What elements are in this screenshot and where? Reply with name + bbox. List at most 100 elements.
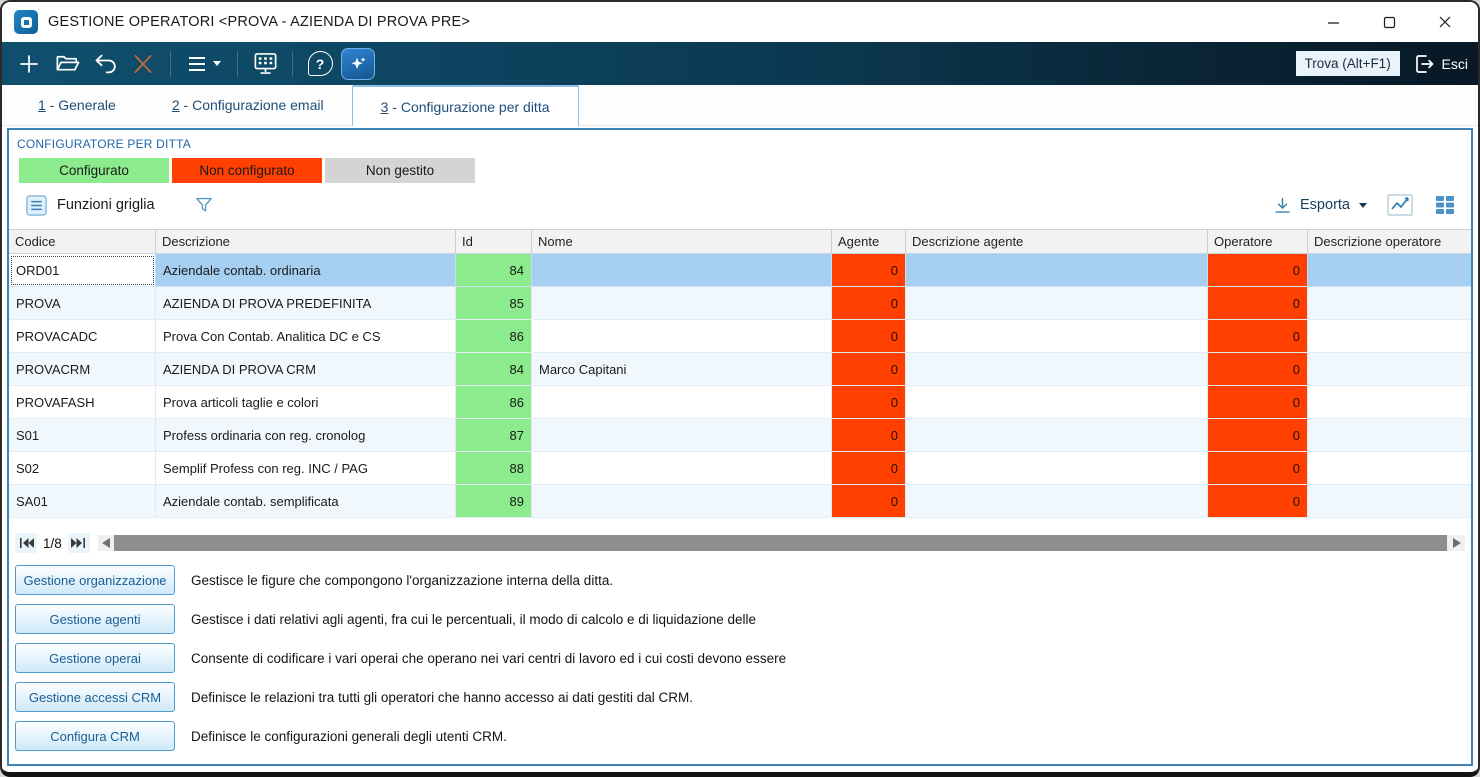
cell-operatore[interactable]: 0 (1208, 287, 1308, 320)
gestione-accessi-crm-button[interactable]: Gestione accessi CRM (15, 682, 175, 712)
delete-button[interactable] (124, 47, 162, 81)
horizontal-scrollbar[interactable] (97, 535, 1465, 551)
cell-agente[interactable]: 0 (832, 320, 906, 353)
cell-descrizione-operatore[interactable] (1308, 320, 1471, 353)
minimize-button[interactable] (1316, 8, 1350, 36)
cell-descrizione-operatore[interactable] (1308, 254, 1471, 287)
cell-descrizione[interactable]: AZIENDA DI PROVA PREDEFINITA (156, 287, 456, 320)
cell-agente[interactable]: 0 (832, 386, 906, 419)
legend-configurato[interactable]: Configurato (19, 158, 169, 183)
tab-configurazione-email[interactable]: 2 - Configurazione email (171, 97, 324, 113)
cell-nome[interactable] (532, 320, 832, 353)
column-header-nome[interactable]: Nome (532, 230, 832, 254)
cell-descrizione-agente[interactable] (906, 452, 1208, 485)
cell-id[interactable]: 87 (456, 419, 532, 452)
help-button[interactable]: ? (301, 47, 339, 81)
column-header-codice[interactable]: Codice (9, 230, 156, 254)
export-button[interactable]: Esporta (1272, 195, 1367, 216)
cell-descrizione-agente[interactable] (906, 254, 1208, 287)
column-header-descrizione[interactable]: Descrizione (156, 230, 456, 254)
grid-view-button[interactable] (1433, 193, 1457, 217)
open-button[interactable] (48, 47, 86, 81)
column-header-descrizione-agente[interactable]: Descrizione agente (906, 230, 1208, 254)
cell-operatore[interactable]: 0 (1208, 452, 1308, 485)
cell-operatore[interactable]: 0 (1208, 353, 1308, 386)
cell-codice[interactable]: ORD01 (9, 254, 156, 287)
cell-codice[interactable]: PROVACADC (9, 320, 156, 353)
cell-id[interactable]: 85 (456, 287, 532, 320)
filter-button[interactable] (193, 194, 215, 216)
cell-descrizione[interactable]: AZIENDA DI PROVA CRM (156, 353, 456, 386)
first-page-button[interactable] (15, 533, 37, 553)
gestione-organizzazione-button[interactable]: Gestione organizzazione (15, 565, 175, 595)
table-row[interactable]: PROVACADC Prova Con Contab. Analitica DC … (9, 320, 1471, 353)
cell-agente[interactable]: 0 (832, 287, 906, 320)
table-row[interactable]: S02 Semplif Profess con reg. INC / PAG 88 0… (9, 452, 1471, 485)
cell-id[interactable]: 84 (456, 353, 532, 386)
scroll-right-arrow[interactable] (1449, 535, 1465, 551)
cell-agente[interactable]: 0 (832, 485, 906, 518)
cell-descrizione-operatore[interactable] (1308, 353, 1471, 386)
cell-descrizione[interactable]: Prova Con Contab. Analitica DC e CS (156, 320, 456, 353)
cell-descrizione[interactable]: Aziendale contab. ordinaria (156, 254, 456, 287)
cell-agente[interactable]: 0 (832, 353, 906, 386)
cell-id[interactable]: 88 (456, 452, 532, 485)
cell-codice[interactable]: PROVAFASH (9, 386, 156, 419)
cell-id[interactable]: 86 (456, 320, 532, 353)
configura-crm-button[interactable]: Configura CRM (15, 721, 175, 751)
column-header-id[interactable]: Id (456, 230, 532, 254)
close-button[interactable] (1428, 8, 1462, 36)
cell-descrizione-agente[interactable] (906, 485, 1208, 518)
cell-id[interactable]: 84 (456, 254, 532, 287)
tab-generale[interactable]: 1 - Generale (38, 97, 116, 113)
cell-agente[interactable]: 0 (832, 452, 906, 485)
new-button[interactable] (10, 47, 48, 81)
legend-non-gestito[interactable]: Non gestito (325, 158, 475, 183)
cell-descrizione-agente[interactable] (906, 353, 1208, 386)
virtual-keyboard-button[interactable] (246, 47, 284, 81)
cell-codice[interactable]: PROVA (9, 287, 156, 320)
cell-nome[interactable] (532, 485, 832, 518)
column-header-descrizione-operatore[interactable]: Descrizione operatore (1308, 230, 1471, 254)
cell-descrizione[interactable]: Aziendale contab. semplificata (156, 485, 456, 518)
menu-button[interactable] (179, 47, 229, 81)
cell-codice[interactable]: PROVACRM (9, 353, 156, 386)
exit-button[interactable]: Esci (1412, 52, 1468, 76)
cell-codice[interactable]: S01 (9, 419, 156, 452)
cell-codice[interactable]: SA01 (9, 485, 156, 518)
cell-descrizione-agente[interactable] (906, 386, 1208, 419)
table-row[interactable]: PROVAFASH Prova articoli taglie e colori 8… (9, 386, 1471, 419)
cell-agente[interactable]: 0 (832, 419, 906, 452)
cell-descrizione-operatore[interactable] (1308, 485, 1471, 518)
scroll-left-arrow[interactable] (98, 535, 114, 551)
table-row[interactable]: PROVA AZIENDA DI PROVA PREDEFINITA 85 0 0 (9, 287, 1471, 320)
cell-codice[interactable]: S02 (9, 452, 156, 485)
cell-nome[interactable] (532, 419, 832, 452)
cell-nome[interactable] (532, 287, 832, 320)
cell-operatore[interactable]: 0 (1208, 320, 1308, 353)
table-row[interactable]: S01 Profess ordinaria con reg. cronolog 87… (9, 419, 1471, 452)
cell-id[interactable]: 89 (456, 485, 532, 518)
maximize-button[interactable] (1372, 8, 1406, 36)
cell-operatore[interactable]: 0 (1208, 419, 1308, 452)
legend-non-configurato[interactable]: Non configurato (172, 158, 322, 183)
gestione-agenti-button[interactable]: Gestione agenti (15, 604, 175, 634)
cell-operatore[interactable]: 0 (1208, 254, 1308, 287)
cell-descrizione[interactable]: Prova articoli taglie e colori (156, 386, 456, 419)
chart-view-button[interactable] (1387, 193, 1413, 217)
gestione-operai-button[interactable]: Gestione operai (15, 643, 175, 673)
column-header-agente[interactable]: Agente (832, 230, 906, 254)
cell-operatore[interactable]: 0 (1208, 386, 1308, 419)
last-page-button[interactable] (67, 533, 90, 553)
cell-agente[interactable]: 0 (832, 254, 906, 287)
cell-descrizione-agente[interactable] (906, 320, 1208, 353)
cell-descrizione-operatore[interactable] (1308, 287, 1471, 320)
assistant-button[interactable] (339, 47, 377, 81)
cell-descrizione-operatore[interactable] (1308, 419, 1471, 452)
scrollbar-thumb[interactable] (113, 535, 1447, 551)
cell-nome[interactable]: Marco Capitani (532, 353, 832, 386)
cell-descrizione[interactable]: Semplif Profess con reg. INC / PAG (156, 452, 456, 485)
find-input[interactable] (1295, 51, 1400, 76)
cell-descrizione[interactable]: Profess ordinaria con reg. cronolog (156, 419, 456, 452)
table-row[interactable]: SA01 Aziendale contab. semplificata 89 0 0 (9, 485, 1471, 518)
